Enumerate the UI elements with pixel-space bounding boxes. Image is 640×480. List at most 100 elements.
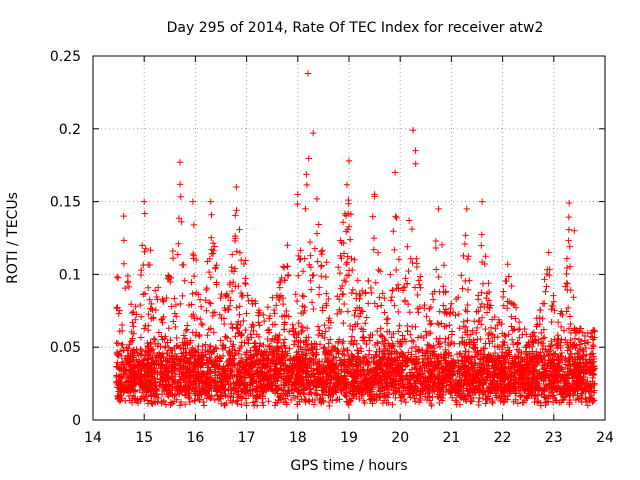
data-point (146, 296, 153, 303)
data-point (381, 294, 388, 302)
data-point (249, 399, 257, 406)
data-point (151, 287, 159, 294)
data-point (415, 309, 422, 316)
data-point (321, 344, 328, 351)
data-point (310, 401, 318, 408)
data-point (155, 394, 162, 402)
data-point (285, 313, 292, 320)
data-point (230, 394, 237, 401)
data-point (407, 255, 414, 262)
data-point (303, 181, 311, 189)
data-point (376, 294, 383, 301)
data-point (127, 300, 135, 308)
data-point (173, 313, 180, 320)
data-point (129, 319, 136, 326)
data-point (478, 300, 486, 308)
data-point (401, 297, 409, 304)
data-point (398, 397, 405, 405)
data-point (313, 230, 321, 237)
data-point (395, 256, 403, 263)
data-points (112, 70, 598, 410)
data-point (445, 334, 452, 342)
data-point (120, 237, 128, 244)
data-point (482, 325, 489, 333)
data-point (470, 345, 478, 352)
data-point (286, 345, 293, 352)
data-point (171, 310, 179, 317)
data-point (391, 246, 398, 254)
data-point (171, 392, 178, 399)
data-point (189, 290, 196, 297)
data-point (154, 284, 162, 291)
data-point (374, 303, 381, 310)
data-point (377, 325, 384, 332)
data-point (128, 309, 136, 317)
data-point (543, 283, 550, 290)
data-point (476, 394, 483, 402)
data-point (303, 324, 311, 332)
data-point (440, 283, 447, 290)
data-point (422, 328, 430, 335)
data-point (345, 223, 353, 230)
data-point (404, 243, 411, 250)
data-point (233, 304, 240, 311)
data-point (339, 282, 346, 290)
data-point (126, 341, 133, 348)
data-point (485, 288, 493, 296)
data-point (145, 310, 152, 318)
data-point (233, 248, 241, 255)
data-point (321, 386, 329, 393)
data-point (489, 399, 496, 407)
data-point (210, 329, 218, 336)
data-point (206, 255, 214, 263)
data-point (374, 249, 382, 256)
data-point (305, 155, 312, 162)
data-point (566, 263, 574, 270)
data-point (577, 338, 585, 345)
data-point (175, 240, 182, 248)
data-point (478, 314, 486, 321)
data-point (133, 311, 140, 318)
data-point (539, 335, 547, 342)
data-point (550, 292, 557, 299)
data-point (287, 396, 295, 404)
data-point (165, 325, 173, 332)
data-point (115, 352, 122, 360)
data-point (248, 297, 256, 304)
data-point (232, 212, 239, 219)
data-point (291, 337, 299, 345)
data-point (299, 323, 307, 331)
data-point (276, 331, 283, 339)
data-point (462, 232, 469, 239)
data-point (370, 246, 378, 253)
data-point (557, 352, 564, 359)
data-point (369, 213, 376, 220)
data-point (236, 344, 244, 352)
data-point (478, 231, 486, 238)
data-point (322, 273, 330, 281)
data-point (478, 289, 485, 296)
data-point (349, 326, 356, 333)
data-point (256, 322, 263, 329)
data-point (516, 334, 523, 341)
data-point (558, 349, 566, 357)
data-point (278, 313, 286, 320)
data-point (363, 340, 370, 348)
data-point (206, 343, 214, 351)
data-point (538, 329, 545, 337)
data-point (203, 307, 210, 314)
data-point (242, 326, 249, 334)
data-point (508, 367, 516, 375)
data-point (404, 300, 412, 308)
data-point (156, 381, 163, 389)
data-point (199, 321, 206, 329)
data-point (563, 341, 571, 349)
data-point (365, 334, 373, 341)
data-point (412, 160, 419, 168)
data-point (191, 315, 198, 322)
data-point (463, 308, 471, 315)
data-point (113, 339, 120, 347)
data-point (347, 211, 355, 218)
data-point (325, 340, 332, 347)
